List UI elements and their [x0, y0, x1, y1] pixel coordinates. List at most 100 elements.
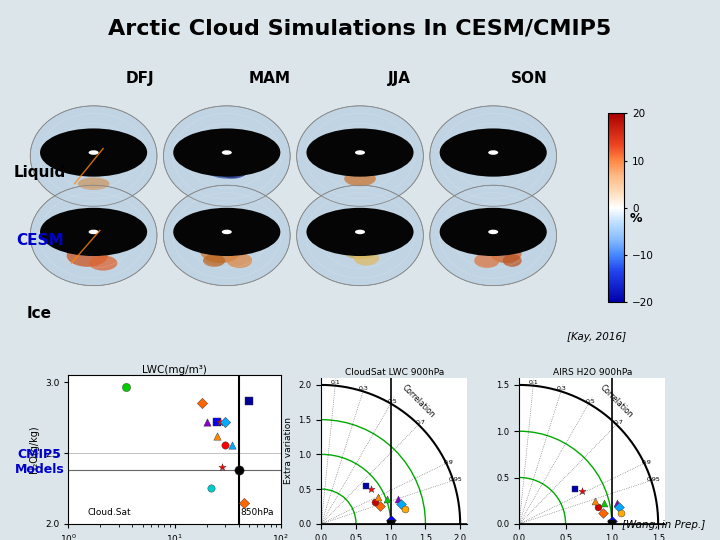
Circle shape	[174, 208, 280, 256]
Circle shape	[89, 230, 99, 234]
Ellipse shape	[341, 237, 379, 259]
Text: SON: SON	[510, 71, 548, 86]
Text: 0.5: 0.5	[585, 399, 595, 403]
Title: LWC(mg/m³): LWC(mg/m³)	[142, 364, 207, 375]
Circle shape	[488, 230, 498, 234]
Ellipse shape	[297, 185, 423, 286]
Point	[238, 498, 250, 507]
Point	[399, 504, 410, 513]
Point	[616, 508, 627, 517]
Point	[382, 495, 393, 504]
Ellipse shape	[71, 144, 116, 174]
Circle shape	[89, 150, 99, 155]
Circle shape	[488, 150, 498, 155]
Point	[569, 484, 580, 493]
Y-axis label: Extra variation: Extra variation	[284, 417, 293, 484]
Text: %: %	[630, 212, 642, 225]
Point	[220, 440, 231, 449]
Text: Correlation: Correlation	[400, 383, 437, 420]
Text: 0.1: 0.1	[528, 380, 539, 386]
Title: CloudSat LWC 900hPa: CloudSat LWC 900hPa	[345, 368, 444, 377]
Point	[120, 382, 132, 391]
Text: 0.1: 0.1	[330, 380, 341, 386]
Point	[577, 487, 588, 496]
Point	[597, 508, 608, 517]
Ellipse shape	[163, 185, 290, 286]
Point	[590, 496, 601, 505]
Ellipse shape	[200, 144, 253, 179]
Text: DFJ: DFJ	[126, 71, 155, 86]
Text: MAM: MAM	[249, 71, 291, 86]
Ellipse shape	[297, 106, 423, 206]
Point	[369, 497, 381, 506]
Circle shape	[307, 208, 413, 256]
Point	[372, 493, 384, 502]
Text: CESM: CESM	[16, 233, 63, 248]
Text: 0.3: 0.3	[359, 386, 369, 391]
Ellipse shape	[163, 106, 290, 206]
Point	[211, 432, 222, 441]
Text: 0.9: 0.9	[444, 460, 454, 464]
Point	[216, 463, 228, 471]
Text: Cloud.Sat: Cloud.Sat	[87, 508, 131, 517]
Circle shape	[440, 129, 546, 177]
Point	[211, 417, 222, 426]
Text: [Kay, 2016]: [Kay, 2016]	[567, 332, 626, 342]
Text: 0.7: 0.7	[415, 420, 426, 425]
Ellipse shape	[217, 159, 249, 179]
Circle shape	[355, 150, 365, 155]
Circle shape	[174, 129, 280, 177]
Point	[385, 519, 397, 528]
Ellipse shape	[474, 253, 500, 268]
Point	[374, 502, 386, 511]
Ellipse shape	[354, 251, 379, 266]
Point	[220, 417, 231, 426]
Point	[196, 399, 207, 407]
Circle shape	[440, 208, 546, 256]
Point	[606, 517, 618, 525]
Point	[233, 465, 244, 474]
Point	[215, 417, 226, 426]
Point	[611, 499, 622, 508]
Point	[366, 485, 377, 494]
Text: Ice: Ice	[27, 306, 52, 321]
Point	[243, 396, 255, 405]
Ellipse shape	[503, 254, 522, 267]
Ellipse shape	[469, 145, 517, 172]
Text: 0.5: 0.5	[387, 399, 397, 403]
Ellipse shape	[30, 106, 157, 206]
Point	[613, 503, 625, 511]
Title: AIRS H2O 900hPa: AIRS H2O 900hPa	[552, 368, 632, 377]
Ellipse shape	[328, 152, 354, 170]
Text: JJA: JJA	[388, 71, 411, 86]
Point	[606, 519, 618, 528]
Text: Liquid: Liquid	[14, 165, 66, 180]
Circle shape	[355, 230, 365, 234]
Circle shape	[40, 208, 147, 256]
Text: 0.7: 0.7	[613, 420, 624, 425]
Text: [Wang, in Prep.]: [Wang, in Prep.]	[622, 520, 706, 530]
Text: 850hPa: 850hPa	[240, 508, 274, 517]
Point	[395, 500, 407, 509]
Ellipse shape	[430, 106, 557, 206]
Point	[205, 484, 217, 493]
Ellipse shape	[200, 238, 241, 263]
Text: 0.9: 0.9	[642, 460, 652, 464]
Circle shape	[40, 129, 147, 177]
Circle shape	[222, 230, 232, 234]
Point	[392, 495, 403, 504]
Point	[227, 440, 238, 449]
Ellipse shape	[30, 185, 157, 286]
Ellipse shape	[89, 255, 117, 271]
Ellipse shape	[65, 155, 96, 172]
Ellipse shape	[103, 234, 122, 247]
Ellipse shape	[227, 253, 252, 268]
Text: 0.3: 0.3	[557, 386, 567, 391]
Point	[385, 516, 397, 525]
Ellipse shape	[67, 244, 108, 267]
Circle shape	[222, 150, 232, 155]
Text: 0.95: 0.95	[647, 477, 661, 482]
Ellipse shape	[78, 178, 109, 190]
Ellipse shape	[203, 254, 225, 267]
Point	[593, 503, 604, 511]
